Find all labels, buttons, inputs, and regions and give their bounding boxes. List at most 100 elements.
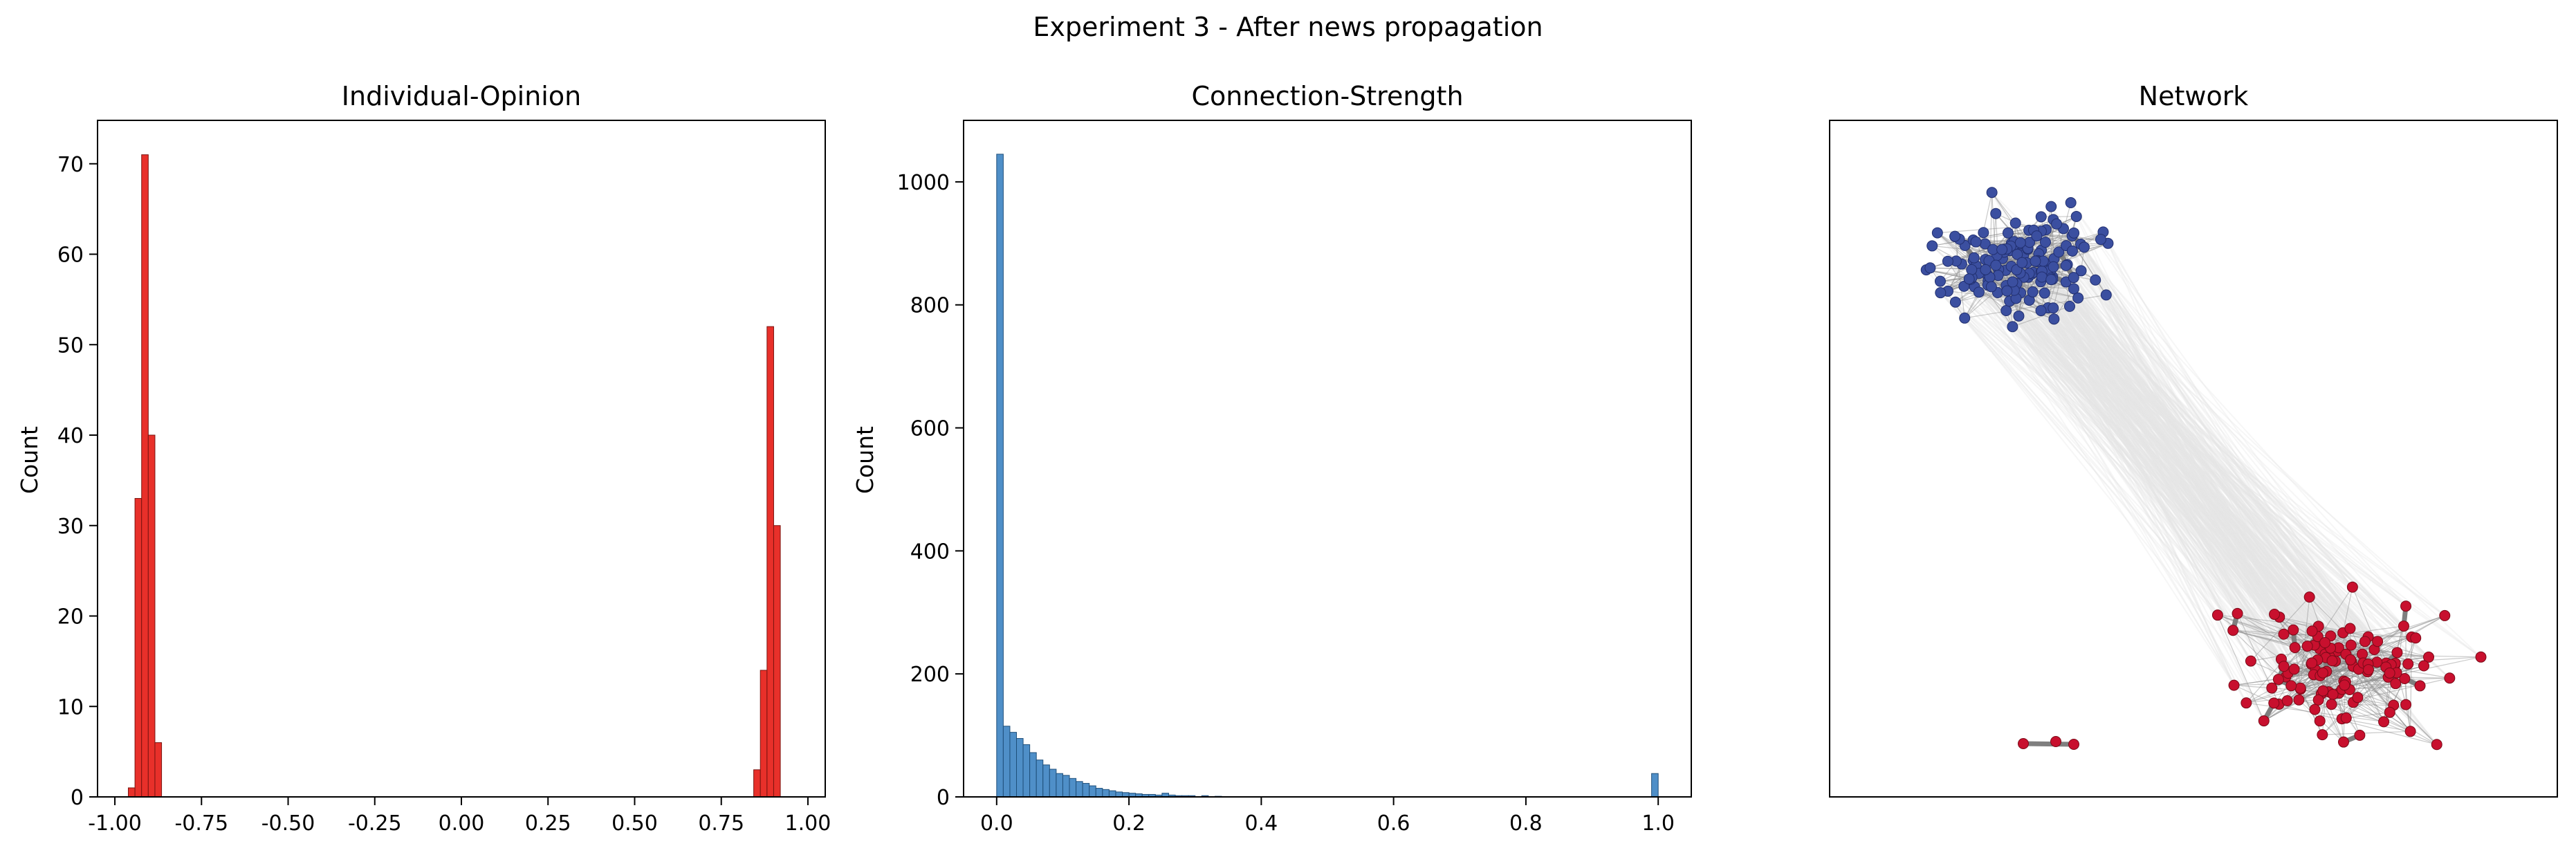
node-red bbox=[2309, 704, 2321, 715]
bridge-edge bbox=[2048, 307, 2425, 667]
node-blue bbox=[2051, 218, 2063, 230]
node-blue bbox=[2014, 237, 2026, 248]
bridge-edge bbox=[2041, 276, 2421, 687]
bridge-edge bbox=[2052, 219, 2347, 719]
bridge-edge bbox=[2066, 264, 2319, 661]
bridge-edge bbox=[1974, 257, 2398, 654]
bridge-edge bbox=[2065, 265, 2482, 658]
node-red bbox=[2404, 726, 2416, 737]
weak-edge bbox=[2217, 614, 2265, 721]
y-tick-label: 0 bbox=[937, 786, 950, 810]
bridge-edge bbox=[2020, 292, 2234, 631]
bridge-edge bbox=[2053, 318, 2252, 662]
weak-edge bbox=[2234, 685, 2274, 704]
bridge-edge bbox=[2028, 300, 2343, 690]
opinion-ticks: -1.00 -0.75 -0.50 -0.25 0.00 0.25 0.50 0.75 1.00… bbox=[57, 153, 831, 836]
weak-edge bbox=[2217, 614, 2282, 660]
y-tick-label: 40 bbox=[57, 424, 84, 448]
histogram-bar bbox=[1076, 781, 1083, 798]
weak-edge bbox=[2342, 587, 2353, 633]
bridge-edge bbox=[1985, 269, 2265, 721]
bridge-edge bbox=[1970, 279, 2331, 649]
bridge-edge bbox=[1987, 280, 2321, 650]
bridge-edge bbox=[1929, 267, 2377, 663]
bridge-edge bbox=[2052, 279, 2289, 674]
bridge-edge bbox=[2003, 248, 2343, 690]
bridge-edge bbox=[1964, 245, 2359, 698]
bridge-edge bbox=[2077, 297, 2413, 638]
node-red bbox=[2211, 609, 2223, 621]
bridge-edge bbox=[2073, 232, 2338, 652]
y-tick-label: 30 bbox=[57, 515, 84, 539]
node-red bbox=[2344, 623, 2356, 634]
bridge-edge bbox=[1940, 292, 2396, 664]
weak-edge bbox=[1991, 192, 2016, 223]
bridge-edge bbox=[1997, 292, 2340, 694]
node-blue bbox=[1990, 208, 2002, 219]
bridge-edge bbox=[2046, 270, 2344, 743]
bridge-edge bbox=[2029, 241, 2336, 662]
bridge-edge bbox=[1954, 236, 2425, 667]
node-red bbox=[2362, 664, 2374, 676]
node-blue bbox=[2002, 227, 2014, 239]
weak-edge bbox=[1954, 236, 1965, 318]
bridge-edge bbox=[2052, 279, 2235, 686]
opinion-panel: Individual-Opinion Count -1.00 -0.75 -0.50… bbox=[16, 81, 831, 836]
bridge-edge bbox=[1997, 275, 2292, 686]
node-blue bbox=[2048, 261, 2059, 273]
bridge-edge bbox=[2019, 242, 2287, 678]
bridge-edge bbox=[1971, 277, 2296, 648]
weak-edge bbox=[2357, 697, 2438, 745]
weak-edge bbox=[2322, 730, 2411, 735]
node-blue bbox=[2068, 227, 2080, 239]
bridge-edge bbox=[2052, 219, 2406, 679]
node-red bbox=[2312, 694, 2324, 706]
bridge-edge bbox=[2018, 315, 2331, 637]
bridge-edge bbox=[2070, 202, 2296, 648]
bridge-edge bbox=[2027, 248, 2218, 616]
bridge-edge bbox=[2043, 293, 2282, 660]
histogram-bar bbox=[147, 434, 156, 798]
bridge-edge bbox=[2021, 262, 2235, 686]
bridge-edge bbox=[2013, 241, 2421, 687]
bridge-edge bbox=[2020, 292, 2450, 679]
bridge-edge bbox=[1970, 279, 2235, 686]
bridge-edge bbox=[2095, 279, 2398, 674]
bridge-edge bbox=[2041, 270, 2413, 638]
bridge-edge bbox=[1956, 260, 2347, 719]
bridge-edge bbox=[2050, 206, 2353, 588]
bridge-edge bbox=[2102, 231, 2347, 655]
bridge-edge bbox=[2028, 273, 2359, 698]
node-blue bbox=[1934, 275, 1946, 287]
bridge-edge bbox=[2027, 248, 2398, 674]
node-blue bbox=[1931, 227, 1943, 239]
weak-edge bbox=[2322, 636, 2368, 692]
histogram-bar bbox=[1069, 778, 1077, 798]
bridge-edge bbox=[2052, 266, 2350, 690]
node-blue bbox=[2007, 276, 2018, 288]
bridge-edge bbox=[2027, 277, 2363, 655]
x-tick-label: 0.4 bbox=[1245, 811, 1278, 836]
histogram-bar bbox=[1022, 744, 1031, 798]
bridge-edge bbox=[2027, 277, 2340, 694]
bridge-edge bbox=[1995, 213, 2387, 664]
bridge-edge bbox=[1971, 277, 2312, 665]
bridge-edge bbox=[2027, 248, 2363, 655]
node-red bbox=[2278, 628, 2290, 640]
bridge-edge bbox=[2005, 270, 2361, 736]
bridge-edge bbox=[2052, 307, 2308, 647]
bridge-edge bbox=[2009, 250, 2378, 642]
strength-panel: Connection-Strength Count 0.0 0.2 0.4 0.6 0.… bbox=[852, 81, 1692, 836]
bridge-edge bbox=[2006, 248, 2359, 698]
bridge-edge bbox=[2052, 276, 2354, 703]
bridge-edge bbox=[1987, 280, 2406, 679]
bridge-edge bbox=[2020, 292, 2359, 698]
bridge-edge bbox=[2041, 270, 2285, 635]
bridge-edge bbox=[2034, 260, 2346, 683]
bridge-edge bbox=[1940, 280, 2326, 643]
bridge-edge bbox=[2051, 262, 2396, 664]
bridge-edge bbox=[2052, 266, 2326, 643]
weak-edge bbox=[2007, 232, 2101, 240]
bridge-edge bbox=[2016, 254, 2319, 637]
node-red bbox=[2314, 715, 2326, 727]
